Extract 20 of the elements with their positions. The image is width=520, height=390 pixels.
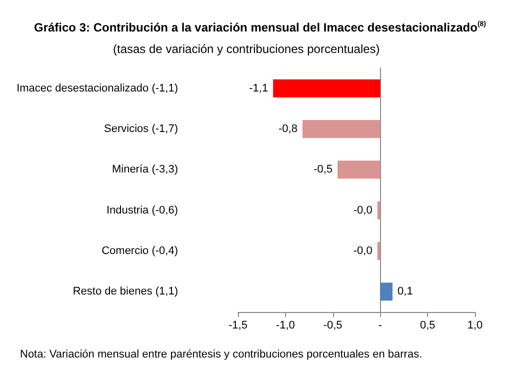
y-tick-label: Comercio (-0,4): [102, 245, 178, 257]
x-tick-label: 1,0: [467, 320, 483, 332]
x-tick-label: -1,0: [276, 320, 295, 332]
y-tick-label: Servicios (-1,7): [104, 123, 178, 135]
data-label: -0,5: [314, 164, 333, 176]
x-tick-label: 0,5: [420, 320, 436, 332]
data-label: -0,0: [353, 245, 372, 257]
data-label: -0,0: [353, 204, 372, 216]
x-tick-label: -0,5: [323, 320, 342, 332]
data-label: -0,8: [278, 123, 298, 135]
y-tick-label: Imacec desestacionalizado (-1,1): [16, 82, 178, 94]
y-tick-label: Resto de bienes (1,1): [72, 286, 178, 298]
y-tick-label: Minería (-3,3): [112, 164, 178, 176]
y-tick-label: Industria (-0,6): [106, 204, 178, 216]
x-tick-label: -: [378, 320, 382, 332]
chart-subtitle: (tasas de variación y contribuciones porcentuales): [113, 42, 380, 56]
text: Nota: Variación mensual entre paréntesis y contribuciones porcentuales en barras.: [20, 348, 422, 360]
data-label: -1,1: [249, 82, 268, 94]
x-tick-label: -1,5: [228, 320, 248, 332]
data-label: 0,1: [398, 286, 413, 298]
